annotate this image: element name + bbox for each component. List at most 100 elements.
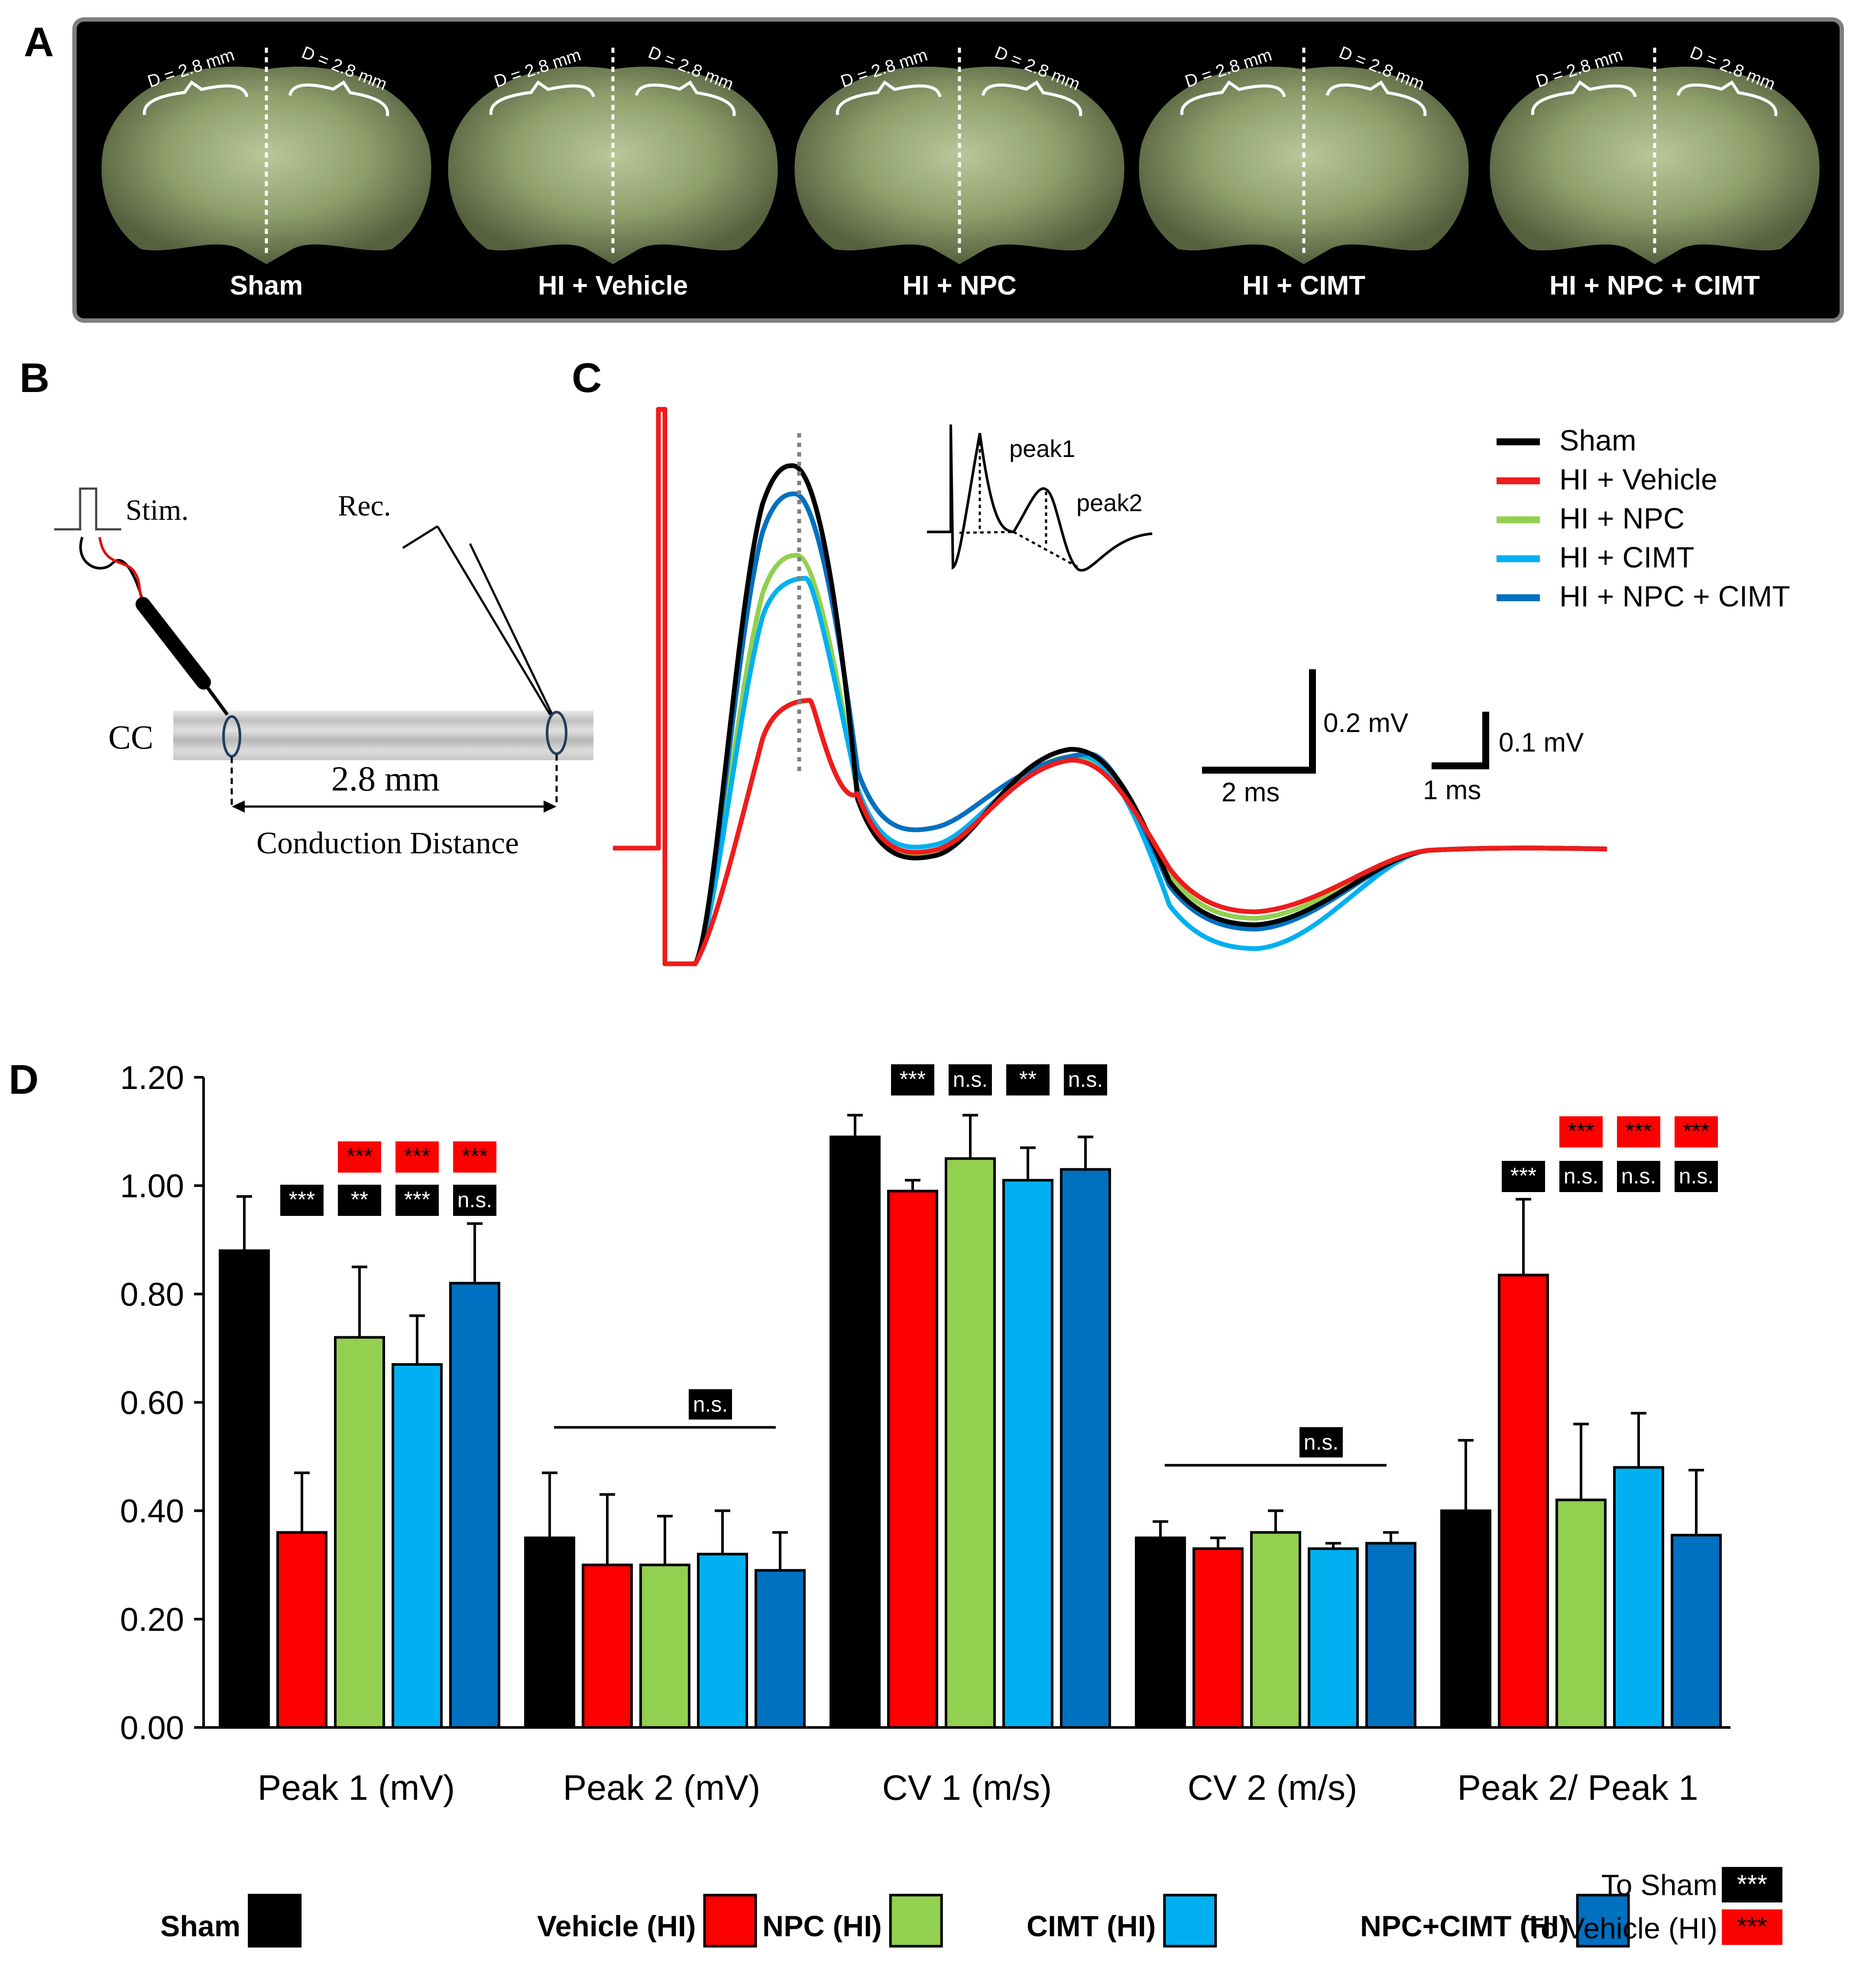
panel-letter-d: D	[9, 1056, 39, 1103]
bar	[697, 1552, 748, 1729]
legend-swatch	[1163, 1894, 1217, 1948]
legend-label: Vehicle (HI)	[537, 1910, 696, 1943]
sig-badge-sham	[338, 1185, 381, 1216]
bar	[639, 1563, 690, 1729]
y-tick-label: 0.20	[120, 1601, 184, 1638]
ns-badge	[1299, 1427, 1343, 1458]
bar	[449, 1282, 500, 1729]
bar	[887, 1189, 938, 1729]
scale-bar-large-v: 0.2 mV	[1323, 708, 1409, 738]
legend-label: Sham	[1559, 424, 1636, 457]
cap-traces	[613, 407, 1607, 966]
sig-label-sham: **	[351, 1187, 368, 1212]
y-tick-label: 0.40	[120, 1493, 184, 1530]
sig-badge-sham	[395, 1185, 439, 1216]
sig-label-sham: n.s.	[457, 1188, 492, 1212]
bar	[219, 1249, 270, 1729]
distance-bracket	[1325, 80, 1427, 117]
bar	[1002, 1179, 1053, 1729]
sig-legend-sham-label: To Sham	[1601, 1869, 1717, 1902]
bar-legend: Sham Vehicle (HI) NPC (HI) CIMT (HI) NPC+CIM…	[160, 1867, 1782, 1948]
group-label: HI + Vehicle	[538, 271, 688, 301]
sig-badge-sham	[1617, 1161, 1660, 1192]
scale-bar-small-v: 0.1 mV	[1499, 728, 1584, 758]
stim-electrode-tip	[202, 681, 229, 716]
rec-electrode-line-3	[469, 543, 554, 716]
ns-badge	[689, 1389, 732, 1420]
sig-label-sham: ***	[1510, 1163, 1537, 1189]
distance-bracket	[1180, 80, 1286, 115]
legend-label: NPC (HI)	[762, 1910, 882, 1943]
corpus-callosum-band	[173, 710, 593, 760]
sig-label-sham: n.s.	[1621, 1164, 1656, 1188]
sig-badge-vehicle	[1675, 1116, 1718, 1147]
category-label: Peak 2 (mV)	[563, 1768, 761, 1808]
sig-label-sham: n.s.	[953, 1067, 988, 1092]
scale-bar-large: 0.2 mV 2 ms	[1202, 669, 1409, 807]
sig-badge-sham	[1675, 1161, 1718, 1192]
cap-trace	[613, 407, 1607, 966]
sig-legend-vehicle-stars: ***	[1737, 1912, 1767, 1941]
bar	[1192, 1547, 1244, 1729]
arrowhead-left	[232, 800, 245, 813]
distance-bracket	[1531, 80, 1637, 115]
sig-badge-sham	[1559, 1161, 1603, 1192]
distance-label: 2.8 mm	[331, 759, 440, 798]
y-tick-label: 0.80	[120, 1276, 184, 1313]
legend-label: HI + NPC + CIMT	[1559, 580, 1790, 613]
distance-bracket	[1676, 80, 1778, 117]
distance-bracket	[288, 80, 389, 117]
sig-label-sham: ***	[404, 1187, 431, 1212]
scale-bar-large-shape	[1202, 669, 1316, 774]
bar	[945, 1157, 996, 1729]
y-tick-label: 0.60	[120, 1385, 184, 1422]
bar	[1555, 1498, 1607, 1729]
sig-label-sham: **	[1019, 1067, 1037, 1092]
inset-peak2-label: peak2	[1076, 489, 1143, 516]
legend-label: Sham	[160, 1910, 240, 1943]
sig-badge-sham	[453, 1185, 496, 1216]
legend-swatch	[248, 1894, 302, 1948]
bar	[276, 1531, 327, 1729]
legend-swatch	[703, 1894, 757, 1948]
distance-bracket	[635, 80, 736, 117]
category-label: CV 2 (m/s)	[1188, 1768, 1358, 1808]
cap-trace	[613, 407, 1607, 966]
stim-pulse-icon	[54, 487, 121, 531]
distance-bracket	[836, 80, 942, 115]
sig-label-sham: ***	[289, 1187, 315, 1212]
panel-letter-b: B	[19, 355, 49, 401]
bar	[1365, 1542, 1416, 1729]
sig-label-vehicle: ***	[404, 1144, 431, 1169]
cc-label: CC	[108, 718, 153, 756]
sig-badge-vehicle	[453, 1141, 496, 1173]
rec-electrode-line-1	[402, 525, 438, 549]
sig-label-sham: n.s.	[1564, 1164, 1599, 1188]
bar	[524, 1536, 575, 1729]
sig-badge-vehicle	[338, 1141, 381, 1173]
panel-letter-c: C	[572, 355, 602, 401]
stim-label: Stim.	[126, 493, 189, 526]
stim-wire-red	[98, 537, 146, 605]
group-label: HI + NPC	[902, 271, 1017, 301]
bar	[1498, 1274, 1549, 1729]
legend-label: NPC+CIMT (HI)	[1360, 1910, 1569, 1943]
group-label: HI + NPC + CIMT	[1549, 271, 1760, 301]
rec-site-marker	[546, 711, 567, 755]
arrowhead-right	[544, 800, 557, 813]
bar	[1308, 1547, 1359, 1729]
legend-label: HI + Vehicle	[1559, 463, 1717, 496]
stim-site-marker	[222, 715, 241, 758]
sig-legend-vehicle-badge	[1722, 1909, 1782, 1945]
stim-wire-black	[79, 537, 144, 603]
bar-chart: 0.000.200.400.600.801.001.20*** *********…	[120, 1060, 1730, 1808]
sig-label-vehicle: ***	[347, 1144, 373, 1169]
scale-bar-small-shape	[1432, 712, 1489, 769]
scale-bar-small-h: 1 ms	[1423, 775, 1481, 805]
sig-badge-sham	[891, 1064, 934, 1095]
rec-electrode-line-2	[436, 525, 551, 716]
sig-badge-sham	[1502, 1161, 1545, 1192]
sig-legend-vehicle-label: To Vehicle (HI)	[1526, 1912, 1717, 1945]
